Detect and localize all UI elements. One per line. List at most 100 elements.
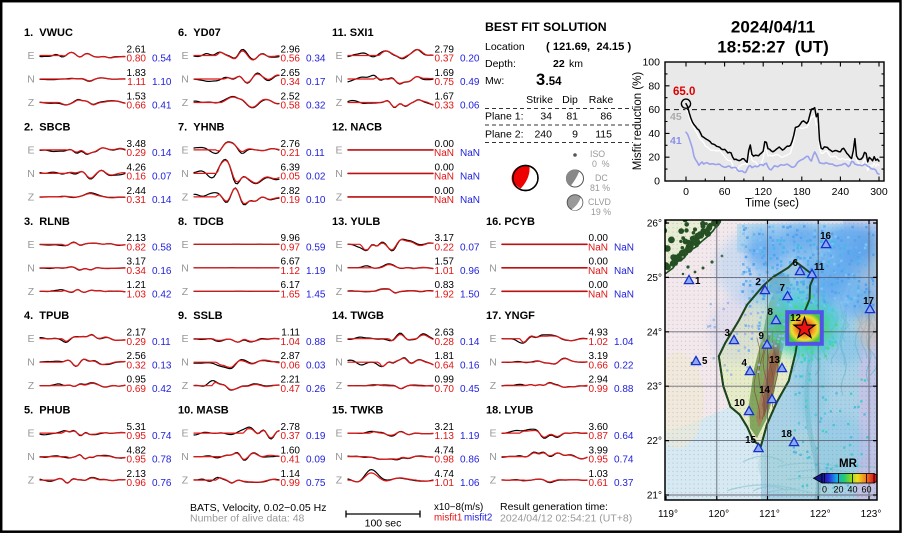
svg-text:119°: 119° <box>658 509 678 520</box>
svg-text:Z: Z <box>28 380 35 392</box>
svg-text:81: 81 <box>566 111 578 123</box>
svg-text:0.70: 0.70 <box>435 384 455 395</box>
svg-text:9: 9 <box>572 129 578 141</box>
svg-text:NaN: NaN <box>588 242 608 253</box>
svg-text:0.16: 0.16 <box>460 360 480 371</box>
svg-text:22: 22 <box>553 58 565 70</box>
svg-text:0.74: 0.74 <box>614 455 634 466</box>
svg-text:E: E <box>489 428 496 440</box>
svg-text:0.16: 0.16 <box>152 266 172 277</box>
svg-text:122°: 122° <box>810 509 831 520</box>
svg-text:0.75: 0.75 <box>306 478 326 489</box>
svg-text:0.95: 0.95 <box>127 375 147 386</box>
svg-text:7: 7 <box>780 283 786 294</box>
svg-text:N: N <box>335 451 343 463</box>
svg-text:0.42: 0.42 <box>152 384 172 395</box>
svg-text:2.52: 2.52 <box>281 91 301 102</box>
svg-text:0.41: 0.41 <box>152 101 172 112</box>
svg-text:0.37: 0.37 <box>614 478 634 489</box>
svg-text:0.00: 0.00 <box>589 233 609 244</box>
svg-text:N: N <box>181 262 189 274</box>
svg-text:N: N <box>27 168 35 180</box>
svg-text:3.60: 3.60 <box>589 422 609 433</box>
svg-text:3.17: 3.17 <box>127 257 147 268</box>
svg-text:1.50: 1.50 <box>460 289 480 300</box>
svg-text:4.26: 4.26 <box>127 162 147 173</box>
svg-text:NaN: NaN <box>460 195 480 206</box>
svg-text:BEST FIT SOLUTION: BEST FIT SOLUTION <box>485 20 607 34</box>
svg-text:0.47: 0.47 <box>281 384 301 395</box>
svg-text:0.98: 0.98 <box>435 455 455 466</box>
svg-text:0.56: 0.56 <box>281 54 301 65</box>
svg-text:0.69: 0.69 <box>127 384 147 395</box>
svg-text:N: N <box>335 357 343 369</box>
svg-text:0.09: 0.09 <box>306 455 326 466</box>
svg-text:1.01: 1.01 <box>435 478 455 489</box>
svg-text:3.48: 3.48 <box>127 139 147 150</box>
svg-text:6: 6 <box>793 258 799 269</box>
svg-text:120°: 120° <box>708 509 729 520</box>
svg-text:1.67: 1.67 <box>435 91 455 102</box>
svg-text:DC: DC <box>595 173 608 183</box>
svg-text:N: N <box>181 357 189 369</box>
svg-text:0.74: 0.74 <box>152 431 172 442</box>
svg-text:10. MASB: 10. MASB <box>178 405 229 417</box>
svg-text:3.99: 3.99 <box>589 446 609 457</box>
svg-text:3.19: 3.19 <box>589 351 609 362</box>
svg-text:NaN: NaN <box>460 172 480 183</box>
svg-text:0.37: 0.37 <box>281 431 301 442</box>
svg-text:1.69: 1.69 <box>435 68 455 79</box>
svg-text:Z: Z <box>28 191 35 203</box>
svg-text:Result generation time:: Result generation time: <box>500 501 608 513</box>
svg-text:15. TWKB: 15. TWKB <box>332 405 383 417</box>
svg-text:2.76: 2.76 <box>281 139 301 150</box>
svg-text:N: N <box>489 451 497 463</box>
svg-text:CLVD: CLVD <box>588 197 611 207</box>
svg-text:0.45: 0.45 <box>460 384 480 395</box>
svg-text:Z: Z <box>28 286 35 298</box>
svg-text:1.65: 1.65 <box>281 289 301 300</box>
svg-text:17: 17 <box>863 296 874 307</box>
svg-text:Z: Z <box>182 380 189 392</box>
svg-text:0.96: 0.96 <box>460 266 480 277</box>
svg-text:misfit2: misfit2 <box>464 513 492 524</box>
svg-text:9. SSLB: 9. SSLB <box>178 310 223 322</box>
svg-text:0.99: 0.99 <box>589 384 609 395</box>
svg-text:1.81: 1.81 <box>435 351 455 362</box>
svg-text:Number of alive data: 48: Number of alive data: 48 <box>190 513 305 525</box>
svg-text:16. PCYB: 16. PCYB <box>486 216 535 228</box>
svg-text:13. YULB: 13. YULB <box>332 216 380 228</box>
svg-text:0.28: 0.28 <box>435 337 455 348</box>
svg-text:Z: Z <box>182 97 189 109</box>
svg-text:E: E <box>181 144 188 156</box>
svg-text:1.13: 1.13 <box>435 431 455 442</box>
svg-text:N: N <box>181 451 189 463</box>
svg-text:Z: Z <box>490 286 497 298</box>
svg-text:2.65: 2.65 <box>281 68 301 79</box>
svg-text:N: N <box>335 74 343 86</box>
svg-text:45: 45 <box>670 111 682 123</box>
svg-text:Dip: Dip <box>562 94 578 106</box>
svg-text:1.11: 1.11 <box>281 328 300 339</box>
svg-text:Mw:: Mw: <box>485 75 504 87</box>
svg-text:N: N <box>181 168 189 180</box>
svg-text:5.31: 5.31 <box>127 422 147 433</box>
svg-text:( 121.69, 24.15 ): ( 121.69, 24.15 ) <box>546 41 631 53</box>
svg-text:E: E <box>181 50 188 62</box>
svg-text:0: 0 <box>654 176 660 188</box>
svg-text:0.58: 0.58 <box>281 101 301 112</box>
svg-text:E: E <box>181 428 188 440</box>
svg-text:14: 14 <box>759 385 770 396</box>
svg-text:240: 240 <box>534 129 552 141</box>
svg-text:Strike: Strike <box>526 94 553 106</box>
svg-text:100: 100 <box>642 57 660 69</box>
svg-text:0.06: 0.06 <box>281 360 301 371</box>
svg-text:2.61: 2.61 <box>127 44 147 55</box>
svg-text:0.32: 0.32 <box>127 360 147 371</box>
svg-text:Plane 1:: Plane 1: <box>485 111 524 123</box>
svg-text:1.06: 1.06 <box>460 478 480 489</box>
svg-text:3: 3 <box>725 328 731 339</box>
svg-text:Z: Z <box>336 97 343 109</box>
svg-text:N: N <box>335 262 343 274</box>
svg-text:1.11: 1.11 <box>127 77 146 88</box>
